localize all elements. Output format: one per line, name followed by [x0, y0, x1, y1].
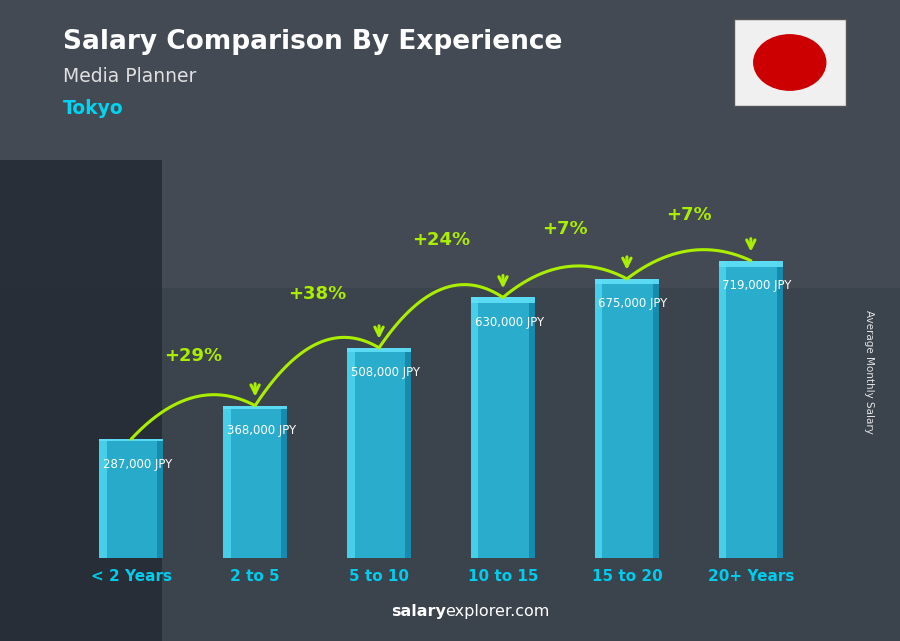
- Text: 675,000 JPY: 675,000 JPY: [598, 297, 668, 310]
- Bar: [777, 261, 783, 558]
- Bar: [718, 261, 783, 267]
- Bar: [595, 279, 659, 558]
- Text: Media Planner: Media Planner: [63, 67, 196, 87]
- Bar: [471, 297, 536, 558]
- Bar: [652, 279, 659, 558]
- Bar: [405, 348, 411, 558]
- Bar: [99, 439, 164, 442]
- Text: 368,000 JPY: 368,000 JPY: [227, 424, 296, 437]
- Bar: [0, 160, 162, 641]
- Bar: [223, 406, 287, 409]
- Bar: [471, 297, 479, 558]
- Text: +7%: +7%: [542, 221, 588, 238]
- Bar: [346, 348, 411, 352]
- Bar: [99, 439, 107, 558]
- Text: +38%: +38%: [288, 285, 346, 303]
- Bar: [223, 406, 230, 558]
- Text: 508,000 JPY: 508,000 JPY: [351, 367, 419, 379]
- Text: +7%: +7%: [666, 206, 712, 224]
- Text: 719,000 JPY: 719,000 JPY: [723, 279, 792, 292]
- Text: explorer.com: explorer.com: [446, 604, 550, 619]
- Bar: [718, 261, 783, 558]
- Text: +29%: +29%: [164, 347, 222, 365]
- Circle shape: [754, 35, 826, 90]
- Bar: [718, 261, 726, 558]
- Text: Salary Comparison By Experience: Salary Comparison By Experience: [63, 29, 562, 55]
- Text: 630,000 JPY: 630,000 JPY: [474, 316, 544, 329]
- Bar: [281, 406, 287, 558]
- Text: salary: salary: [391, 604, 446, 619]
- Bar: [346, 348, 411, 558]
- Bar: [223, 406, 287, 558]
- Text: Average Monthly Salary: Average Monthly Salary: [863, 310, 874, 434]
- Text: 287,000 JPY: 287,000 JPY: [103, 458, 172, 470]
- Bar: [528, 297, 536, 558]
- Text: Tokyo: Tokyo: [63, 99, 123, 119]
- Bar: [595, 279, 602, 558]
- Bar: [595, 279, 659, 285]
- Text: +24%: +24%: [412, 231, 470, 249]
- Bar: [346, 348, 355, 558]
- Bar: [157, 439, 164, 558]
- Bar: [0, 0, 900, 288]
- Bar: [471, 297, 536, 303]
- Bar: [99, 439, 164, 558]
